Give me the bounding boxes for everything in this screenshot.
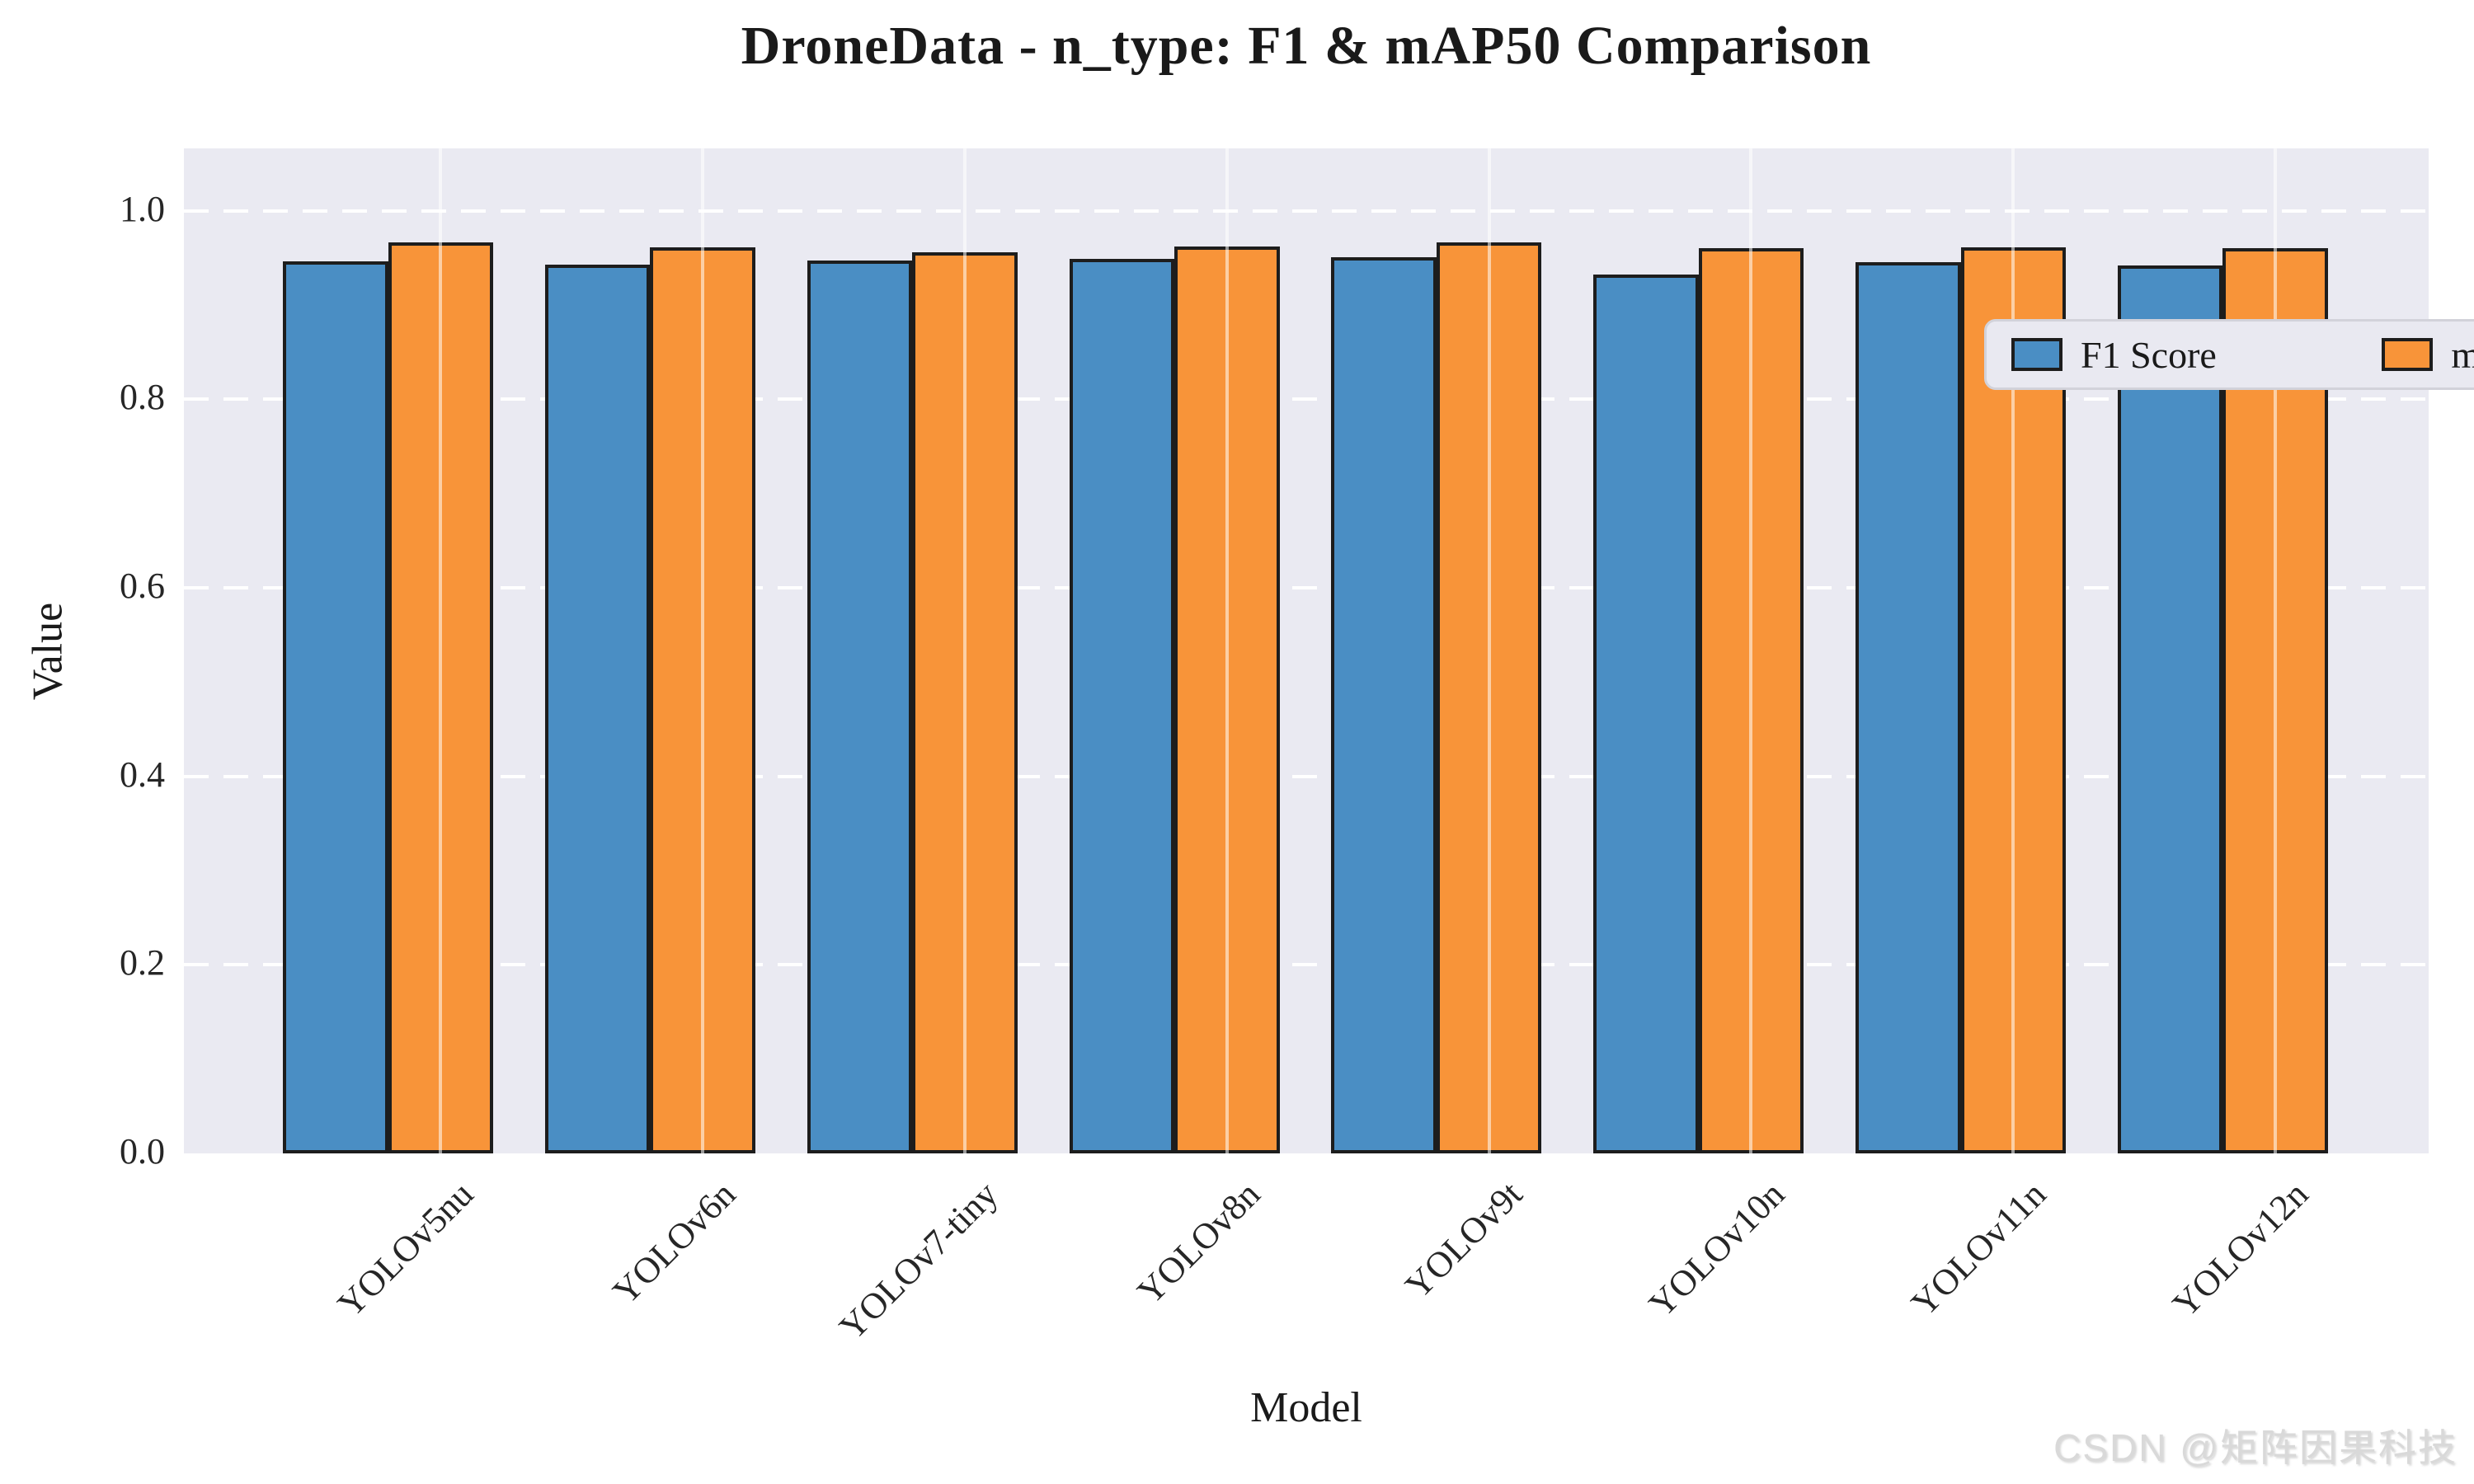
legend-label-map50: mAP50 — [2451, 333, 2474, 376]
y-axis-label: Value — [24, 602, 72, 701]
x-tick-label-YOLOv6n: YOLOv6n — [605, 1173, 869, 1313]
x-tick-label-YOLOv7-tiny: YOLOv7-tiny — [831, 1173, 1182, 1348]
bar-YOLOv9t-f1-score — [1331, 256, 1437, 1153]
bar-group-YOLOv5nu — [283, 148, 493, 1153]
v-gridline-YOLOv9t — [1487, 148, 1491, 1153]
x-tick-text: YOLOv5nu — [330, 1173, 482, 1325]
x-tick-label-YOLOv8n: YOLOv8n — [1129, 1173, 1394, 1313]
legend-item-map50: mAP50 — [2382, 333, 2474, 377]
map50-swatch-icon — [2382, 338, 2434, 371]
v-gridline-YOLOv12n — [2274, 148, 2278, 1153]
x-tick-label-YOLOv12n: YOLOv12n — [2165, 1173, 2460, 1325]
bar-YOLOv11n-f1-score — [1856, 262, 1961, 1153]
watermark: CSDN @矩阵因果科技 — [2053, 1426, 2458, 1469]
bar-group-YOLOv11n — [1856, 148, 2067, 1153]
legend: F1 Score mAP50 — [1984, 319, 2474, 390]
bar-YOLOv5nu-f1-score — [283, 261, 388, 1153]
legend-label-f1: F1 Score — [2081, 333, 2217, 376]
bar-YOLOv7-tiny-f1-score — [807, 261, 913, 1153]
bar-YOLOv12n-f1-score — [2117, 265, 2223, 1153]
bar-YOLOv6n-f1-score — [544, 264, 651, 1153]
x-tick-label-YOLOv11n: YOLOv11n — [1904, 1173, 2197, 1324]
x-tick-label-YOLOv9t: YOLOv9t — [1397, 1173, 1648, 1307]
bar-group-YOLOv9t — [1331, 148, 1542, 1153]
bar-group-YOLOv8n — [1069, 148, 1280, 1153]
bar-groups-container — [184, 148, 2429, 1153]
y-tick-label-0.6: 0.6 — [120, 565, 165, 606]
h-gridline-0.6 — [184, 585, 2429, 589]
v-gridline-YOLOv6n — [701, 148, 705, 1153]
v-gridline-YOLOv5nu — [439, 148, 443, 1153]
bar-group-YOLOv12n — [2117, 148, 2328, 1153]
x-axis-label: Model — [1250, 1384, 1362, 1431]
bar-group-YOLOv6n — [544, 148, 755, 1153]
bar-group-YOLOv7-tiny — [807, 148, 1018, 1153]
chart-title: DroneData - n_type: F1 & mAP50 Compariso… — [741, 16, 1872, 76]
x-tick-text: YOLOv9t — [1397, 1173, 1531, 1307]
x-tick-label-YOLOv5nu: YOLOv5nu — [330, 1173, 625, 1325]
v-gridline-YOLOv10n — [1749, 148, 1753, 1153]
y-tick-label-0.2: 0.2 — [120, 942, 165, 984]
bar-YOLOv10n-f1-score — [1593, 275, 1699, 1153]
plot-area: F1 Score mAP50 — [184, 148, 2474, 1153]
h-gridline-0.8 — [184, 397, 2429, 402]
bar-YOLOv8n-f1-score — [1069, 258, 1175, 1153]
y-tick-label-1.0: 1.0 — [120, 188, 165, 229]
h-gridline-0.4 — [184, 774, 2429, 778]
v-gridline-YOLOv11n — [2011, 148, 2015, 1153]
x-tick-text: YOLOv10n — [1640, 1173, 1792, 1325]
f1-swatch-icon — [2011, 338, 2062, 371]
y-tick-label-0.8: 0.8 — [120, 377, 165, 418]
y-tick-label-0.4: 0.4 — [120, 754, 165, 795]
v-gridline-YOLOv7-tiny — [962, 148, 967, 1153]
y-tick-label-0.0: 0.0 — [120, 1131, 165, 1172]
h-gridline-1 — [184, 209, 2429, 213]
bar-group-YOLOv10n — [1593, 148, 1804, 1153]
h-gridline-0.2 — [184, 963, 2429, 967]
x-tick-label-YOLOv10n: YOLOv10n — [1641, 1173, 1936, 1325]
v-gridline-YOLOv8n — [1225, 148, 1229, 1153]
legend-item-f1: F1 Score — [2011, 333, 2217, 377]
